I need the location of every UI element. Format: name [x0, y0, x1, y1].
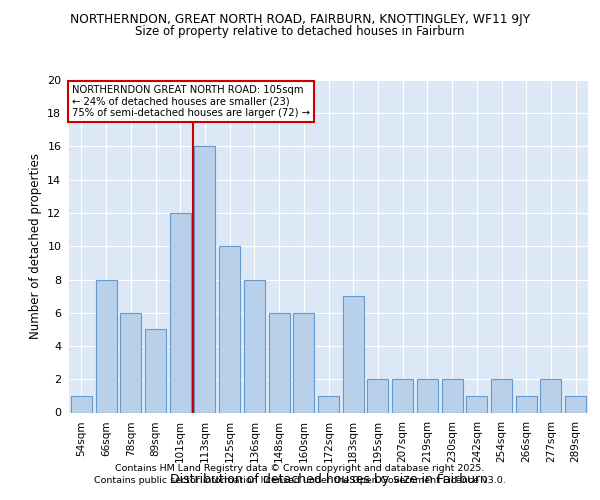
Bar [120, 313, 141, 412]
Text: Contains public sector information licensed under the Open Government Licence v3: Contains public sector information licen… [94, 476, 506, 485]
Bar [367, 379, 388, 412]
Bar [565, 396, 586, 412]
Bar [442, 379, 463, 412]
Text: NORTHERNDON, GREAT NORTH ROAD, FAIRBURN, KNOTTINGLEY, WF11 9JY: NORTHERNDON, GREAT NORTH ROAD, FAIRBURN,… [70, 12, 530, 26]
Bar [318, 396, 339, 412]
Bar [244, 280, 265, 412]
Text: Contains HM Land Registry data © Crown copyright and database right 2025.: Contains HM Land Registry data © Crown c… [115, 464, 485, 473]
Bar [491, 379, 512, 412]
Text: NORTHERNDON GREAT NORTH ROAD: 105sqm
← 24% of detached houses are smaller (23)
7: NORTHERNDON GREAT NORTH ROAD: 105sqm ← 2… [71, 85, 310, 118]
Bar [541, 379, 562, 412]
Bar [343, 296, 364, 412]
Bar [516, 396, 537, 412]
Bar [71, 396, 92, 412]
X-axis label: Distribution of detached houses by size in Fairburn: Distribution of detached houses by size … [170, 474, 487, 486]
Bar [269, 313, 290, 412]
Bar [293, 313, 314, 412]
Bar [392, 379, 413, 412]
Bar [145, 330, 166, 412]
Bar [466, 396, 487, 412]
Y-axis label: Number of detached properties: Number of detached properties [29, 153, 41, 339]
Bar [194, 146, 215, 412]
Bar [170, 213, 191, 412]
Bar [95, 280, 116, 412]
Bar [417, 379, 438, 412]
Bar [219, 246, 240, 412]
Text: Size of property relative to detached houses in Fairburn: Size of property relative to detached ho… [135, 25, 465, 38]
